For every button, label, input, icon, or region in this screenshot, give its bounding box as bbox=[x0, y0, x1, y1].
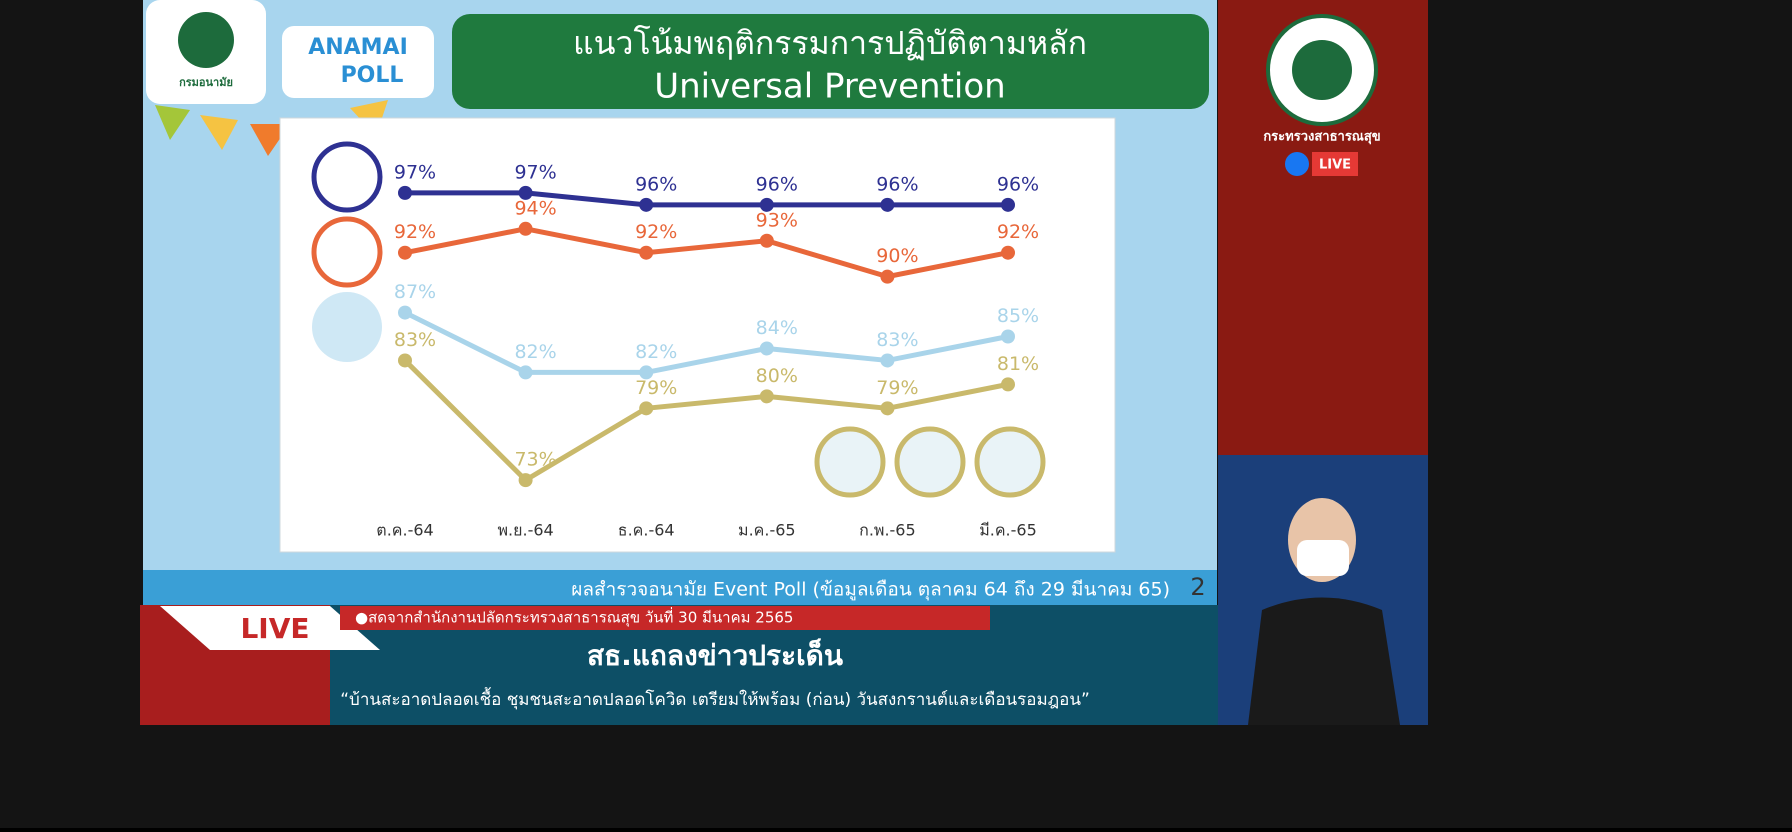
icon-mask bbox=[974, 426, 1046, 498]
data-label: 97% bbox=[514, 161, 556, 183]
x-tick-label: พ.ย.-64 bbox=[497, 521, 553, 540]
data-label: 79% bbox=[635, 377, 677, 399]
icon-handwash bbox=[311, 216, 383, 288]
data-label: 94% bbox=[514, 197, 556, 219]
ministry-logo-inner bbox=[1292, 40, 1352, 100]
data-point bbox=[759, 197, 774, 212]
data-point bbox=[398, 185, 412, 200]
data-point bbox=[518, 185, 533, 200]
ticker-live-box bbox=[160, 606, 380, 650]
data-label: 96% bbox=[756, 173, 798, 195]
data-label: 93% bbox=[756, 209, 798, 231]
ticker-source-bar bbox=[340, 606, 990, 630]
x-tick-label: ต.ค.-64 bbox=[376, 521, 433, 540]
interpreter-mask bbox=[1297, 540, 1349, 576]
data-label: 92% bbox=[635, 221, 677, 243]
series-line bbox=[403, 358, 1009, 483]
data-label: 73% bbox=[514, 449, 556, 471]
data-point bbox=[518, 473, 533, 488]
interpreter-body bbox=[1248, 597, 1400, 725]
data-label: 83% bbox=[876, 329, 918, 351]
data-point bbox=[398, 305, 412, 320]
data-label: 83% bbox=[394, 329, 436, 351]
ticker-headline: สธ.แถลงข่าวประเด็น bbox=[587, 638, 843, 672]
data-point bbox=[639, 245, 654, 260]
data-label: 82% bbox=[635, 341, 677, 363]
icon-handwash bbox=[894, 426, 966, 498]
logo-left-emblem bbox=[178, 12, 234, 68]
data-label: 97% bbox=[394, 161, 436, 183]
data-point bbox=[880, 269, 895, 284]
data-label: 92% bbox=[394, 221, 436, 243]
logo-poll-bottom: POLL bbox=[341, 63, 404, 88]
ticker-source: ●สดจากสำนักงานปลัดกระทรวงสาธารณสุข วันที… bbox=[355, 607, 793, 628]
data-label: 96% bbox=[876, 173, 918, 195]
ticker-subheadline: “บ้านสะอาดปลอดเชื้อ ชุมชนสะอาดปลอดโควิด … bbox=[340, 687, 1090, 710]
data-label: 80% bbox=[756, 365, 798, 387]
x-tick-label: มี.ค.-65 bbox=[979, 521, 1037, 540]
live-badge bbox=[1312, 152, 1358, 176]
data-label: 96% bbox=[635, 173, 677, 195]
live-badge-text: LIVE bbox=[1319, 158, 1351, 173]
data-label: 81% bbox=[997, 353, 1039, 375]
facebook-icon bbox=[1285, 152, 1309, 176]
data-point bbox=[639, 365, 654, 380]
footer-text: ผลสำรวจอนามัย Event Poll (ข้อมูลเดือน ตุ… bbox=[571, 579, 1170, 602]
data-label: 90% bbox=[876, 245, 918, 267]
series-line bbox=[403, 310, 1009, 375]
logo-poll-top: ANAMAI bbox=[308, 35, 408, 60]
data-point bbox=[1001, 245, 1015, 260]
data-label: 79% bbox=[876, 377, 918, 399]
data-point bbox=[1001, 377, 1015, 392]
page-number: 2 bbox=[1190, 573, 1205, 601]
data-point bbox=[759, 341, 774, 356]
data-label: 85% bbox=[997, 305, 1039, 327]
ministry-name: กระทรวงสาธารณสุข bbox=[1263, 130, 1380, 145]
title-thai: แนวโน้มพฤติกรรมการปฏิบัติตามหลัก bbox=[573, 24, 1087, 62]
chart-panel bbox=[279, 117, 1116, 553]
data-point bbox=[1001, 197, 1015, 212]
data-point bbox=[880, 401, 895, 416]
data-point bbox=[398, 353, 412, 368]
plot: ต.ค.-64 พ.ย.-64 ธ.ค.-64 ม.ค.-65 ก.พ.-65 มี.ค.… bbox=[376, 161, 1039, 539]
logo-poll-box bbox=[282, 26, 434, 98]
data-point bbox=[880, 197, 895, 212]
data-label: 82% bbox=[514, 341, 556, 363]
data-label: 84% bbox=[756, 317, 798, 339]
data-point bbox=[518, 221, 533, 236]
data-label: 96% bbox=[997, 173, 1039, 195]
data-point bbox=[880, 353, 895, 368]
ticker-live: LIVE bbox=[240, 612, 309, 645]
data-point bbox=[639, 197, 654, 212]
footer-bar bbox=[143, 570, 1217, 605]
data-label: 92% bbox=[997, 221, 1039, 243]
x-tick-label: ธ.ค.-64 bbox=[618, 521, 675, 540]
data-point bbox=[398, 245, 412, 260]
bunting bbox=[200, 115, 238, 150]
icon-mask bbox=[311, 141, 383, 213]
data-point bbox=[759, 389, 774, 404]
data-point bbox=[1001, 329, 1015, 344]
series-line bbox=[405, 190, 1008, 208]
data-point bbox=[518, 365, 533, 380]
logo-left-text: กรมอนามัย bbox=[179, 76, 233, 89]
data-point bbox=[759, 233, 774, 248]
data-label: 87% bbox=[394, 281, 436, 303]
data-point bbox=[639, 401, 654, 416]
x-tick-label: ม.ค.-65 bbox=[738, 521, 796, 540]
bunting bbox=[155, 105, 190, 140]
series-line bbox=[404, 226, 1009, 280]
title-english: Universal Prevention bbox=[654, 67, 1005, 107]
x-tick-label: ก.พ.-65 bbox=[859, 521, 916, 540]
icon-distance bbox=[312, 292, 382, 362]
icon-distance bbox=[814, 426, 886, 498]
title-box bbox=[452, 14, 1209, 109]
